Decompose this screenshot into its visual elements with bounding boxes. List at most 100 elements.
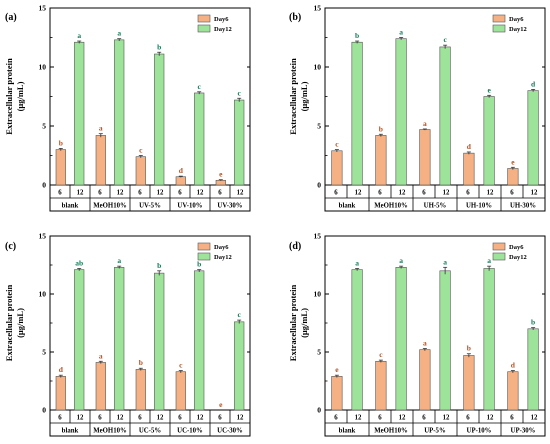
bar-day-label: 6 <box>466 415 470 422</box>
group-label: UP-30% <box>511 428 536 435</box>
bar-day12-2 <box>154 53 165 186</box>
bar-day-label: 6 <box>378 415 382 422</box>
group-label: UV-10% <box>177 203 202 210</box>
bar-day6-4 <box>507 168 519 186</box>
bar-day6-2 <box>419 129 431 186</box>
significance-letter: e <box>511 157 515 166</box>
bar-day6-0 <box>331 150 343 186</box>
bar-day12-2 <box>439 46 451 186</box>
significance-letter: d <box>531 79 536 88</box>
group-label: UH-5% <box>424 203 447 210</box>
significance-letter: e <box>219 400 223 409</box>
bar-day6-0 <box>55 149 66 186</box>
significance-letter: b <box>379 124 383 133</box>
panel-label: (c) <box>5 241 16 252</box>
significance-letter: a <box>443 257 447 266</box>
significance-letter: d <box>511 361 516 370</box>
legend: Day6 Day12 <box>197 14 232 33</box>
significance-letter: b <box>157 42 161 51</box>
significance-letter: d <box>467 142 472 151</box>
group-label: MeOH10% <box>374 203 408 210</box>
bar-day-label: 12 <box>487 415 494 422</box>
chart-panel-a: 0 5 10 15 Extracellular protein (μg/mL) (a) b 6 a… <box>4 4 251 212</box>
significance-letter: a <box>487 256 491 265</box>
significance-letter: c <box>179 361 183 370</box>
bar-day-label: 12 <box>157 190 164 197</box>
legend-label-day6: Day6 <box>214 244 229 251</box>
bar-day12-1 <box>395 267 407 411</box>
bar-day6-1 <box>95 135 106 186</box>
y-axis-title-line1: Extracellular protein <box>4 58 14 135</box>
bar-day-label: 6 <box>58 190 62 197</box>
y-axis-title-line2: (μg/mL) <box>299 308 309 338</box>
significance-letter: b <box>197 260 201 269</box>
significance-letter: b <box>139 358 143 367</box>
significance-letter: a <box>399 28 403 37</box>
y-axis-title-line1: Extracellular protein <box>288 285 298 362</box>
bar-day6-2 <box>419 349 431 411</box>
bar-day6-3 <box>463 152 475 186</box>
y-axis-title-line2: (μg/mL) <box>15 308 25 338</box>
significance-letter: a <box>399 256 403 265</box>
bar-day12-4 <box>234 99 245 186</box>
bar-day6-2 <box>135 369 146 411</box>
bar-day12-4 <box>527 328 539 411</box>
bar-day-label: 12 <box>531 190 538 197</box>
bar-day-label: 6 <box>510 415 514 422</box>
y-tick-label: 0 <box>42 406 46 415</box>
bar-day-label: 12 <box>443 415 450 422</box>
legend-swatch-day12 <box>492 252 506 261</box>
significance-letter: a <box>99 351 103 360</box>
bar-day-label: 6 <box>138 190 142 197</box>
y-axis-title-line2: (μg/mL) <box>15 81 25 111</box>
y-tick-label: 5 <box>317 348 321 357</box>
significance-letter: a <box>423 339 427 348</box>
legend-label-day12: Day12 <box>509 254 527 261</box>
significance-letter: c <box>379 350 383 359</box>
y-tick-label: 0 <box>317 406 321 415</box>
bar-day-label: 6 <box>98 190 102 197</box>
y-tick-label: 10 <box>39 290 47 299</box>
bar-day-label: 12 <box>197 415 204 422</box>
significance-letter: b <box>531 318 535 327</box>
significance-letter: c <box>443 35 447 44</box>
legend-label-day12: Day12 <box>214 254 232 261</box>
bar-day-label: 12 <box>197 190 204 197</box>
y-tick-label: 10 <box>314 290 322 299</box>
group-label: MeOH10% <box>374 428 408 435</box>
y-tick-label: 10 <box>314 63 322 72</box>
group-label: UC-30% <box>217 428 243 435</box>
bar-day6-1 <box>375 135 387 186</box>
bar-day-label: 6 <box>334 190 338 197</box>
significance-letter: e <box>487 85 491 94</box>
panel-label: (d) <box>289 241 301 252</box>
y-tick-label: 0 <box>42 181 46 190</box>
y-axis-title: Extracellular protein (μg/mL) <box>288 58 309 135</box>
bar-day-label: 6 <box>334 415 338 422</box>
group-label: UV-5% <box>139 203 161 210</box>
significance-letter: c <box>198 82 202 91</box>
legend: Day6 Day12 <box>492 14 527 33</box>
group-label: UV-30% <box>217 203 242 210</box>
bar-day-label: 12 <box>77 415 84 422</box>
bar-day12-3 <box>194 92 205 186</box>
bar-day-label: 12 <box>117 415 124 422</box>
significance-letter: b <box>355 31 359 40</box>
y-tick-label: 10 <box>39 63 47 72</box>
bar-day12-1 <box>395 38 407 186</box>
bar-day12-4 <box>527 90 539 186</box>
y-tick-label: 5 <box>317 122 321 131</box>
bar-day-label: 12 <box>531 415 538 422</box>
bar-day12-0 <box>74 269 85 411</box>
bar-day-label: 6 <box>422 415 426 422</box>
bar-day12-2 <box>439 270 451 411</box>
legend-label-day6: Day6 <box>509 16 524 23</box>
legend-label-day12: Day12 <box>509 26 527 33</box>
significance-letter: c <box>238 310 242 319</box>
group-label: UC-5% <box>139 428 161 435</box>
bar-day-label: 6 <box>378 190 382 197</box>
significance-letter: c <box>238 88 242 97</box>
legend-swatch-day12 <box>197 252 211 261</box>
significance-letter: e <box>335 365 339 374</box>
